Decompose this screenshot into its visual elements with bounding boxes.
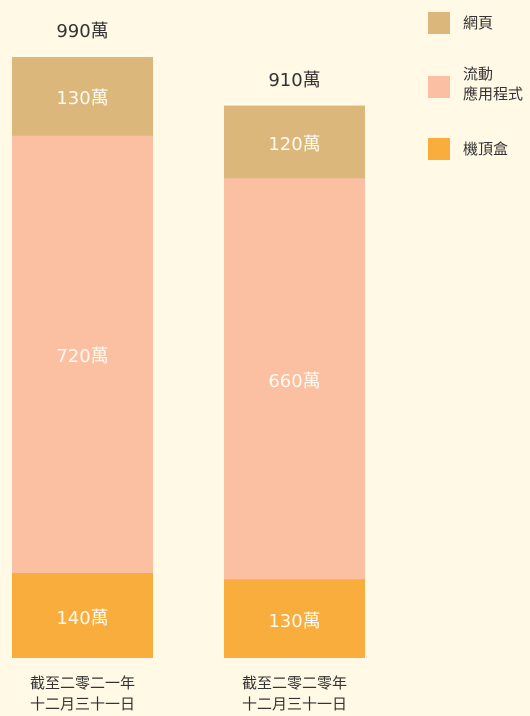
value-label: 720萬 <box>56 346 109 368</box>
bar-segment <box>224 105 365 179</box>
legend-label: 網頁 <box>463 14 494 32</box>
x-tick-label: 截至二零二零年 十二月三十一日 <box>241 674 347 713</box>
bar-segment <box>12 57 153 136</box>
bar-segment <box>224 579 365 658</box>
legend-swatch <box>428 76 450 98</box>
x-tick-label: 截至二零二一年 十二月三十一日 <box>29 674 135 713</box>
value-label: 130萬 <box>268 610 321 632</box>
legend-label: 機頂盒 <box>463 140 509 158</box>
value-label: 120萬 <box>268 133 321 155</box>
legend-label: 流動 應用程式 <box>463 65 524 103</box>
legend-swatch <box>428 138 450 160</box>
legend-swatch <box>428 12 450 34</box>
value-label: 660萬 <box>268 370 321 392</box>
value-label: 130萬 <box>56 88 109 110</box>
bar-segment <box>12 135 153 574</box>
bar-segment <box>12 573 153 658</box>
value-label: 140萬 <box>56 607 109 629</box>
bar-segment <box>224 178 365 580</box>
total-label: 910萬 <box>268 69 321 91</box>
total-label: 990萬 <box>56 21 109 42</box>
